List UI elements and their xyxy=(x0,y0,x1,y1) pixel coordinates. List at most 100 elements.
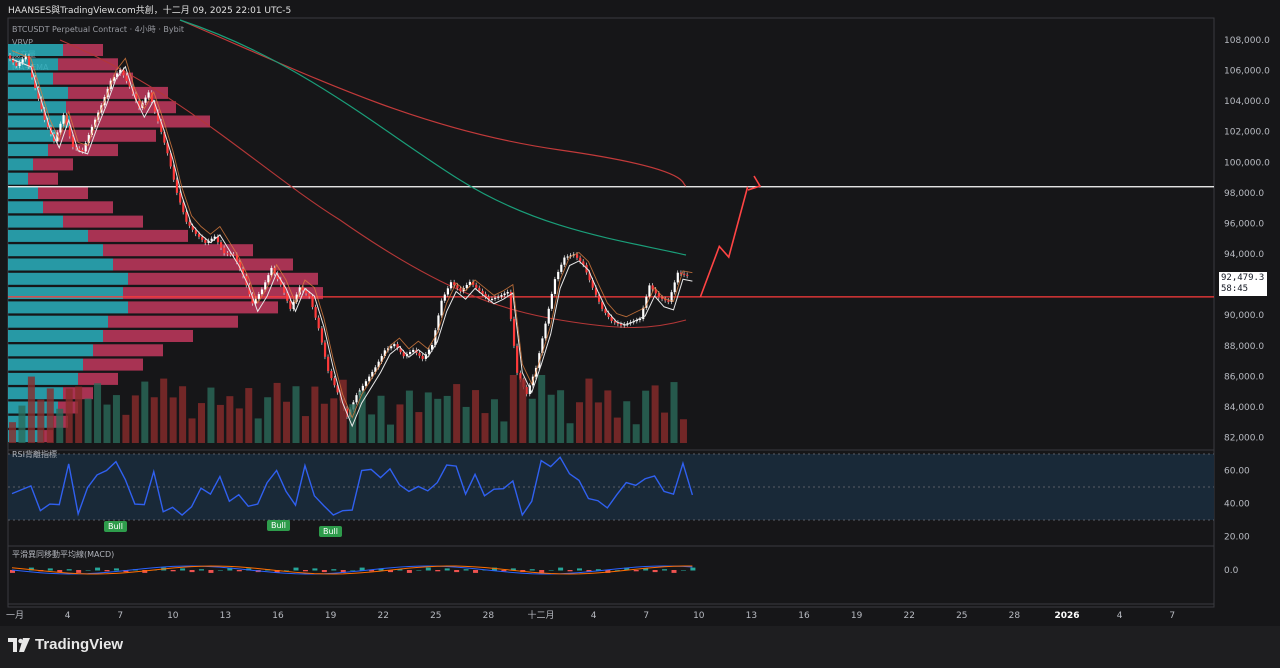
time-tick-label: 22 xyxy=(377,611,388,621)
candle-body xyxy=(12,58,15,63)
rsi-tick-label: 60.00 xyxy=(1224,467,1250,477)
volume-bar xyxy=(131,395,139,443)
symbol-label[interactable]: BTCUSDT Perpetual Contract · 4小時 · Bybit xyxy=(12,25,185,34)
candle-body xyxy=(188,221,191,226)
volume-bar xyxy=(651,385,659,443)
candle-body xyxy=(620,323,623,326)
rsi-tick-label: 40.00 xyxy=(1224,500,1250,510)
candle-body xyxy=(368,376,371,382)
candle-body xyxy=(175,179,179,193)
projection-arrow xyxy=(699,186,749,298)
ema-slow-line xyxy=(179,19,687,187)
time-tick-label: 13 xyxy=(220,611,231,621)
candle-body xyxy=(626,323,629,325)
price-tick-label: 100,000.0 xyxy=(1224,158,1270,168)
volume-profile-bar xyxy=(68,86,168,99)
candle-body xyxy=(494,297,497,299)
volume-bar xyxy=(594,402,602,443)
candle-body xyxy=(232,254,235,256)
volume-bar xyxy=(9,422,16,443)
candle-body xyxy=(62,115,65,124)
candle-body xyxy=(657,293,660,298)
candle-body xyxy=(166,142,169,154)
time-tick-label: 2026 xyxy=(1054,611,1079,621)
tradingview-logo[interactable]: TradingView xyxy=(8,636,123,653)
candle-body xyxy=(638,319,642,321)
time-tick-label: 25 xyxy=(430,611,441,621)
volume-bar xyxy=(264,397,272,443)
candle-body xyxy=(431,345,434,350)
price-tick-label: 88,000.0 xyxy=(1224,342,1264,352)
volume-bar xyxy=(528,398,536,443)
time-tick-label: 10 xyxy=(167,611,179,621)
volume-profile-bar xyxy=(8,44,63,56)
volume-profile-bar xyxy=(8,258,113,271)
rsi-line xyxy=(11,456,694,517)
macd-histogram-bar xyxy=(95,567,101,571)
candle-body xyxy=(427,349,431,355)
macd-histogram-bar xyxy=(577,568,582,571)
candle-body xyxy=(667,300,670,302)
candle-body xyxy=(320,328,324,343)
candle-body xyxy=(15,62,18,66)
volume-bar xyxy=(490,399,498,443)
volume-bar xyxy=(424,392,432,443)
macd-histogram-bar xyxy=(548,570,554,571)
volume-profile-bar xyxy=(8,115,70,128)
vrvp-label[interactable]: VRVP xyxy=(12,37,33,47)
candle-body xyxy=(317,317,320,329)
macd-histogram-bar xyxy=(435,570,441,572)
candle-body xyxy=(204,239,207,243)
volume-bar xyxy=(566,423,574,443)
candle-body xyxy=(443,294,446,301)
candle-body xyxy=(68,125,71,137)
candle-body xyxy=(453,282,456,286)
macd-histogram-bar xyxy=(28,567,34,571)
volume-bar xyxy=(27,376,35,443)
candle-body xyxy=(525,386,528,395)
macd-histogram-bar xyxy=(359,567,365,571)
macd-histogram-bar xyxy=(180,568,186,571)
candle-body xyxy=(380,356,383,362)
macd-histogram-bar xyxy=(66,569,72,571)
candle-body xyxy=(308,293,311,297)
price-tick-label: 108,000.0 xyxy=(1224,36,1270,46)
candle-body xyxy=(607,312,610,317)
volume-bar xyxy=(670,382,678,443)
candle-body xyxy=(566,256,569,258)
candle-body xyxy=(144,97,147,103)
volume-bar xyxy=(500,421,508,443)
macd-histogram-bar xyxy=(567,570,573,572)
candle-body xyxy=(330,370,333,379)
candle-body xyxy=(547,308,550,324)
candle-body xyxy=(185,212,188,222)
candle-body xyxy=(434,330,437,346)
candle-body xyxy=(497,296,500,298)
candle-body xyxy=(46,119,49,128)
candle-body xyxy=(289,300,292,309)
candle-body xyxy=(311,296,314,308)
volume-profile-bar xyxy=(8,172,28,185)
volume-bar xyxy=(472,390,480,443)
volume-bar xyxy=(462,406,470,443)
volume-bar xyxy=(613,417,621,443)
volume-bar xyxy=(235,408,243,443)
candle-body xyxy=(71,136,75,148)
volume-bar xyxy=(141,381,149,443)
tradingview-logo-icon xyxy=(8,637,30,652)
candle-body xyxy=(216,236,220,243)
volume-bar xyxy=(632,424,640,443)
price-chart[interactable]: 108,000.0 106,000.0 104,000.0 102,000.0 100,… xyxy=(0,0,1280,626)
candle-body xyxy=(153,102,157,112)
volume-bar xyxy=(103,404,111,443)
time-tick-label: 7 xyxy=(643,611,649,621)
ma-fast-line xyxy=(11,50,693,419)
volume-bar xyxy=(415,412,423,443)
candle-body xyxy=(119,69,122,74)
candle-body xyxy=(169,153,172,167)
volume-bar xyxy=(519,378,527,443)
candle-body xyxy=(550,293,553,309)
candle-body xyxy=(383,350,386,357)
candle-body xyxy=(456,285,459,289)
candle-body xyxy=(487,296,490,300)
